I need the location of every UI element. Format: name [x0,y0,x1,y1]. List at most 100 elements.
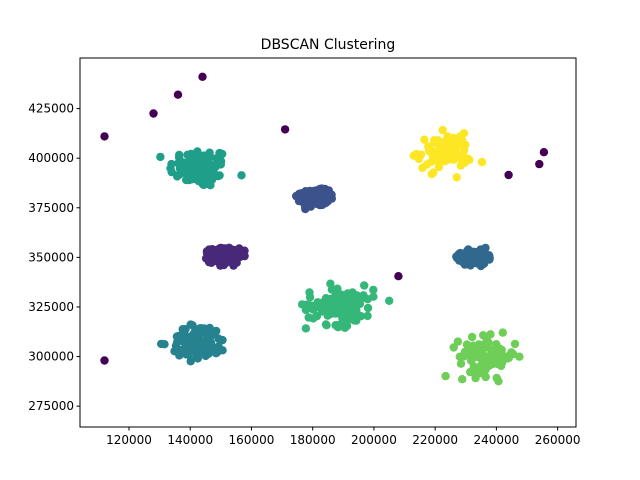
data-point-noise [504,170,513,180]
data-point-cluster_0 [179,158,188,167]
y-axis: 275000 300000 325000 350000 375000 400000 4250… [28,102,80,413]
data-point-cluster_6 [323,311,332,320]
data-point-cluster_2 [432,151,442,160]
data-point-cluster_0 [178,168,187,177]
data-point-cluster_0 [213,172,223,181]
data-point-cluster_7 [498,328,507,337]
x-tick-label: 140000 [167,433,213,447]
data-point-cluster_5 [202,335,212,344]
plot-frame [79,57,577,428]
data-point-cluster_5 [193,354,202,363]
x-tick-label: 240000 [473,433,519,447]
data-point-cluster_2 [438,125,447,135]
x-axis: 120000 140000 160000 180000 200000 220000 2400… [106,427,581,447]
x-tick-label: 160000 [229,433,275,447]
data-point-cluster_3 [223,252,232,261]
data-point-cluster_7 [474,340,484,349]
data-point-cluster_0 [196,151,205,161]
data-point-cluster_2 [420,135,429,144]
data-point-cluster_2 [477,157,487,167]
data-point-cluster_0 [218,149,227,159]
data-point-cluster_2 [456,161,465,170]
data-point-cluster_7 [492,340,501,349]
data-point-cluster_2 [431,137,440,147]
data-point-cluster_0 [206,181,215,190]
y-tick-label: 375000 [28,201,74,215]
data-point-cluster_6 [346,301,355,310]
data-point-noise [394,272,403,281]
data-point-cluster_6 [385,296,394,305]
data-point-cluster_0 [207,167,217,177]
data-point-cluster_6 [369,285,378,295]
data-point-cluster_7 [494,377,503,386]
data-point-cluster_7 [453,337,463,346]
data-point-cluster_7 [467,356,476,365]
data-point-cluster_6 [305,288,314,297]
data-point-cluster_6 [334,309,343,318]
data-point-cluster_2 [465,155,474,164]
data-point-cluster_5 [195,346,205,356]
data-point-cluster_1 [327,190,336,199]
data-point-cluster_3 [216,251,225,260]
data-point-cluster_4 [471,253,481,262]
data-point-cluster_7 [492,352,502,361]
data-point-noise [280,125,290,134]
data-point-cluster_5 [187,355,196,364]
y-tick-label: 425000 [28,102,74,116]
data-point-cluster_5 [182,350,191,359]
data-point-cluster_7 [482,343,491,352]
data-point-cluster_6 [355,296,365,305]
data-point-cluster_0 [183,150,192,159]
data-point-cluster_6 [369,292,378,301]
data-point-cluster_7 [449,343,458,352]
data-point-cluster_7 [486,330,495,339]
data-point-cluster_5 [212,348,222,357]
data-point-cluster_7 [441,371,450,381]
data-point-cluster_0 [175,150,184,160]
data-point-cluster_2 [424,146,434,156]
data-point-cluster_5 [202,328,212,337]
y-tick-label: 325000 [28,300,74,314]
data-point-cluster_6 [360,281,369,290]
data-point-noise [149,109,158,118]
data-point-cluster_0 [190,172,199,181]
data-point-cluster_7 [456,359,466,368]
data-point-cluster_0 [205,148,214,157]
data-point-noise [539,148,549,157]
data-point-cluster_0 [196,170,206,180]
data-point-cluster_2 [446,146,456,156]
data-point-cluster_1 [311,191,320,200]
data-point-cluster_3 [204,257,214,267]
data-point-cluster_6 [304,313,313,322]
data-point-noise [198,72,207,82]
data-point-cluster_6 [340,323,350,332]
data-point-cluster_1 [302,199,312,208]
y-tick-label: 275000 [28,399,74,413]
data-point-cluster_4 [477,258,487,267]
data-point-cluster_6 [301,324,311,333]
data-point-cluster_1 [300,191,310,200]
data-point-cluster_7 [464,346,474,355]
data-point-cluster_0 [203,174,212,184]
data-point-cluster_5 [174,335,183,344]
data-point-cluster_6 [363,311,372,321]
data-point-cluster_4 [481,243,490,253]
data-point-cluster_6 [326,279,335,288]
data-point-cluster_6 [363,303,373,313]
x-tick-label: 260000 [535,433,581,447]
data-point-cluster_6 [331,321,340,330]
data-point-cluster_5 [196,329,205,338]
data-point-cluster_5 [157,339,166,349]
data-point-cluster_0 [237,171,246,180]
y-tick-label: 300000 [28,350,74,364]
data-point-cluster_2 [427,170,436,179]
data-point-cluster_0 [201,159,211,168]
data-point-cluster_0 [167,167,176,177]
x-tick-label: 120000 [106,433,152,447]
x-tick-label: 220000 [412,433,458,447]
data-point-cluster_2 [458,150,468,159]
data-point-cluster_5 [183,332,192,342]
data-point-cluster_3 [202,247,212,256]
data-point-noise [535,159,544,169]
